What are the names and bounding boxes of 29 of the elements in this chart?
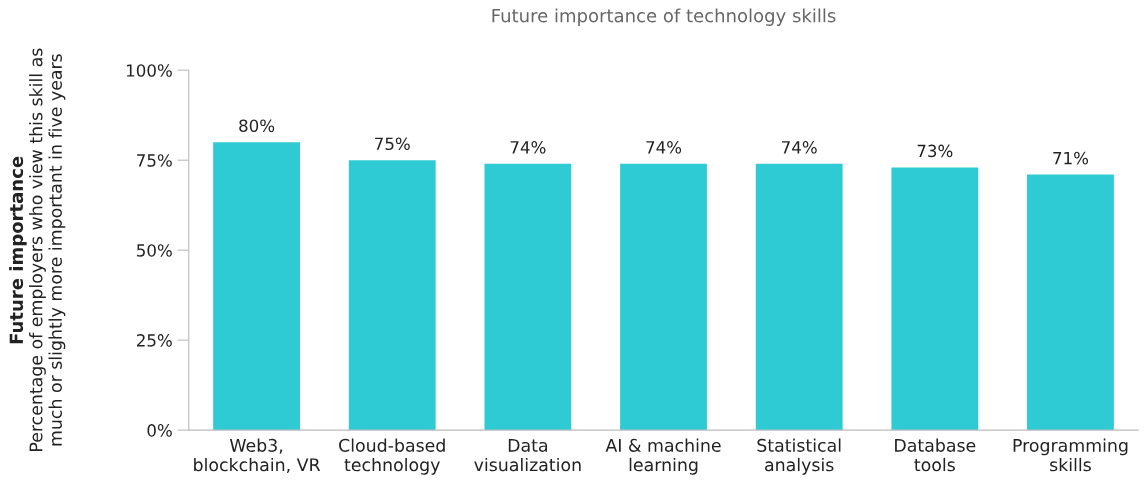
data-label: 74% <box>782 141 817 154</box>
y-tick-label: 0% <box>147 424 172 437</box>
x-tick-label: AI & machine learning <box>605 438 721 475</box>
y-tick-label: 75% <box>137 154 172 167</box>
text: Future importance <box>9 156 27 344</box>
bar <box>755 163 843 431</box>
y-axis-title: Percentage of employers who view this skill as much or slightly more important in five years <box>29 48 66 451</box>
x-tick-label: Statistical analysis <box>757 438 841 475</box>
x-tick-label: Cloud-based technology <box>339 438 445 475</box>
y-tick-label: 25% <box>136 334 172 347</box>
bar <box>1027 174 1114 431</box>
x-tick-label: Database tools <box>895 438 976 472</box>
data-label: 80% <box>239 119 275 133</box>
data-label: 74% <box>646 141 682 154</box>
bar <box>348 160 436 431</box>
y-tick-label: 100% <box>126 64 172 77</box>
x-tick-label: Web3, blockchain, VR <box>194 438 321 474</box>
bar <box>620 163 707 431</box>
data-label: 75% <box>375 137 410 151</box>
bar <box>484 163 572 431</box>
data-label: 74% <box>510 141 546 154</box>
chart-title: Future importance of technology skills <box>492 8 836 26</box>
x-tick-label: Data visualization <box>474 438 581 472</box>
bar <box>213 142 300 431</box>
data-label: 71% <box>1053 151 1089 165</box>
x-tick-label: Programming skills <box>1013 438 1128 472</box>
data-label: 73% <box>917 144 953 158</box>
y-tick-label: 50% <box>137 244 172 257</box>
bar <box>891 167 979 431</box>
